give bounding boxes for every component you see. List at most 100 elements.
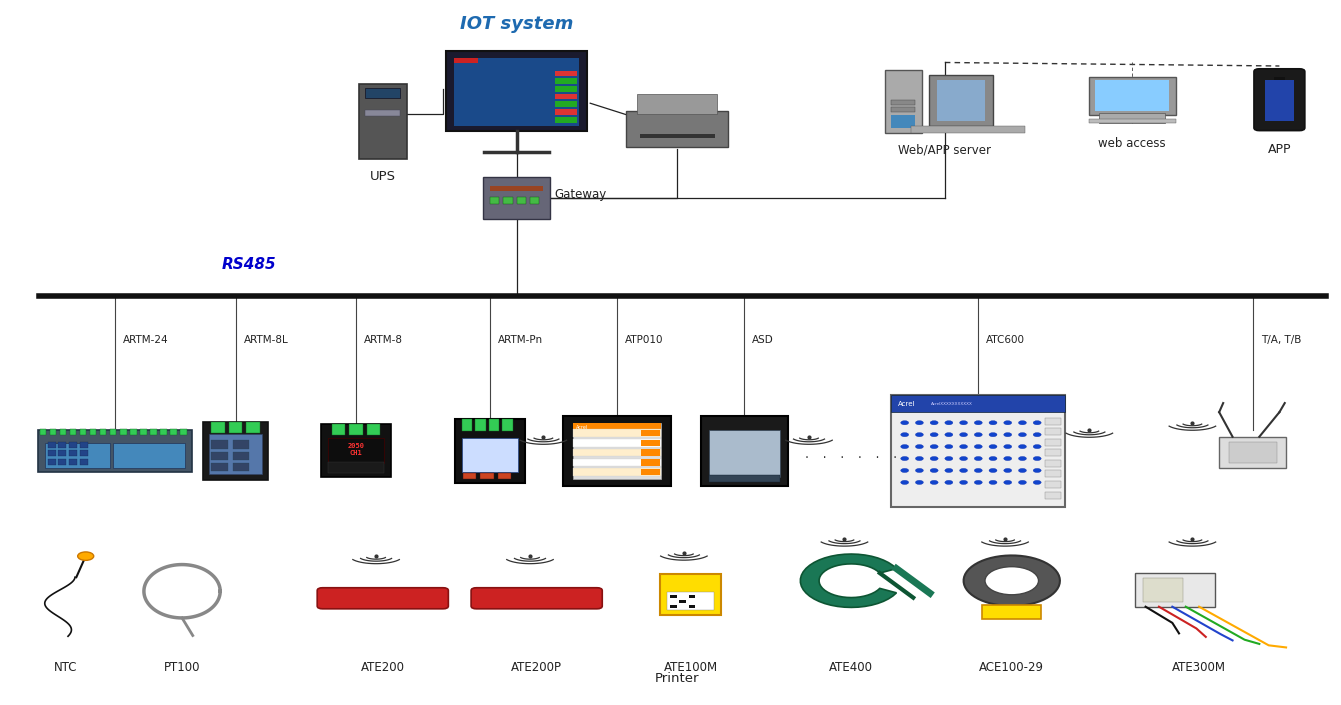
Bar [892, 106, 916, 111]
Bar [555, 109, 578, 115]
Circle shape [916, 480, 924, 484]
Bar [1045, 429, 1061, 436]
Circle shape [901, 456, 909, 460]
Circle shape [335, 464, 346, 470]
Text: Web/APP server: Web/APP server [898, 144, 991, 157]
Bar [322, 424, 390, 477]
Bar [573, 423, 661, 431]
Bar [110, 429, 117, 436]
Circle shape [369, 464, 380, 470]
Bar [929, 75, 994, 125]
Text: IOT system: IOT system [460, 16, 574, 33]
Text: NTC: NTC [54, 661, 78, 675]
Bar [38, 430, 192, 472]
Circle shape [945, 468, 953, 472]
Bar [90, 429, 97, 436]
Bar [641, 469, 660, 475]
Bar [708, 474, 779, 482]
Bar [44, 443, 110, 467]
Text: ACE100-29: ACE100-29 [979, 661, 1045, 675]
Bar [688, 595, 695, 599]
Bar [233, 462, 249, 471]
Circle shape [1033, 468, 1041, 472]
Circle shape [1033, 456, 1041, 460]
Bar [365, 87, 400, 97]
Circle shape [1018, 444, 1026, 448]
Bar [573, 458, 661, 466]
Circle shape [1003, 468, 1011, 472]
Bar [1096, 80, 1169, 111]
Circle shape [960, 480, 968, 484]
Bar [39, 429, 46, 436]
Bar [1045, 481, 1061, 488]
Bar [679, 600, 685, 603]
Bar [641, 459, 660, 465]
Bar [1089, 119, 1176, 123]
Bar [160, 429, 166, 436]
Bar [1134, 573, 1215, 607]
Text: ATP010: ATP010 [625, 336, 664, 345]
Bar [555, 94, 578, 99]
Circle shape [931, 444, 939, 448]
Bar [349, 424, 362, 435]
Bar [573, 429, 661, 437]
Circle shape [1033, 444, 1041, 448]
Bar [892, 395, 1065, 412]
Bar [573, 468, 661, 476]
Circle shape [1033, 480, 1041, 484]
Circle shape [960, 433, 968, 437]
Circle shape [1003, 433, 1011, 437]
Circle shape [1018, 456, 1026, 460]
Bar [937, 80, 986, 121]
Circle shape [990, 456, 996, 460]
Circle shape [931, 421, 939, 425]
Bar [475, 419, 485, 431]
Circle shape [78, 552, 94, 560]
Bar [637, 94, 717, 114]
Bar [139, 429, 146, 436]
Bar [641, 440, 660, 446]
Circle shape [975, 421, 983, 425]
Bar [455, 58, 579, 126]
Bar [233, 441, 249, 448]
Bar [59, 429, 66, 436]
Text: web access: web access [1098, 137, 1165, 150]
Circle shape [1003, 421, 1011, 425]
FancyBboxPatch shape [318, 588, 448, 609]
Text: ARTM-24: ARTM-24 [123, 336, 169, 345]
Bar [455, 58, 479, 63]
Bar [365, 110, 400, 116]
Bar [229, 422, 243, 434]
Bar [79, 450, 87, 456]
FancyBboxPatch shape [1254, 69, 1305, 130]
Bar [58, 458, 66, 465]
Circle shape [960, 444, 968, 448]
Bar [70, 429, 76, 436]
Bar [555, 78, 578, 84]
Bar [333, 424, 346, 435]
Text: ·  ·  ·  ·  ·  ·: · · · · · · [803, 453, 897, 463]
Bar [461, 439, 518, 472]
Bar [1100, 114, 1165, 123]
Bar [626, 111, 728, 147]
Bar [670, 605, 676, 608]
Bar [1045, 449, 1061, 456]
Text: Gateway: Gateway [554, 188, 606, 201]
Circle shape [975, 433, 983, 437]
Bar [79, 441, 87, 448]
Circle shape [1003, 456, 1011, 460]
Bar [555, 70, 578, 76]
Bar [489, 197, 499, 204]
Bar [563, 416, 670, 486]
Bar [530, 197, 539, 204]
Bar [79, 458, 87, 465]
Circle shape [990, 421, 996, 425]
Bar [573, 448, 661, 456]
Bar [573, 439, 661, 446]
Circle shape [901, 480, 909, 484]
Bar [212, 441, 228, 448]
Circle shape [1018, 421, 1026, 425]
Circle shape [975, 468, 983, 472]
Circle shape [960, 421, 968, 425]
Circle shape [901, 468, 909, 472]
